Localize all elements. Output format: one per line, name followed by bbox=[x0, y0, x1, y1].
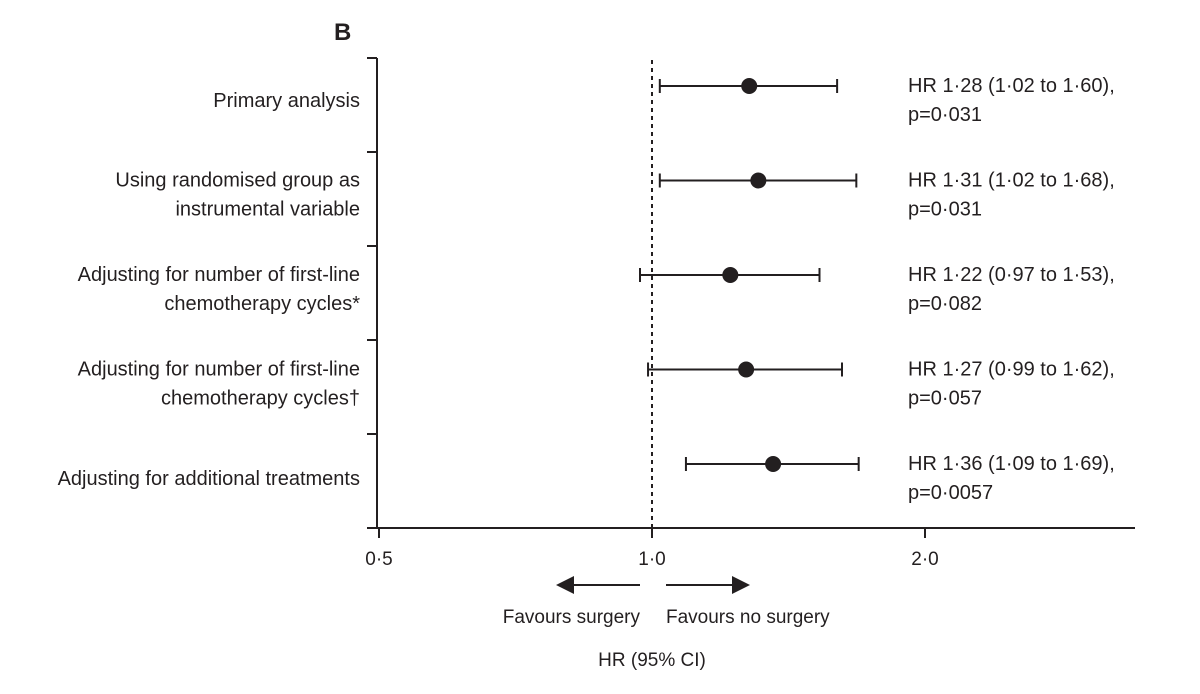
hr-point bbox=[750, 172, 767, 189]
result-label: p=0·082 bbox=[908, 293, 982, 315]
result-label: p=0·0057 bbox=[908, 482, 993, 504]
result-label: HR 1·27 (0·99 to 1·62), bbox=[908, 359, 1115, 381]
hr-point bbox=[741, 78, 758, 94]
favours-right-label: Favours no surgery bbox=[666, 607, 830, 628]
bottom-annotations: HR (95% CI) Favours surgery Favours no su… bbox=[503, 576, 830, 671]
row-label: instrumental variable bbox=[175, 199, 360, 221]
hr-point bbox=[765, 456, 782, 472]
right-arrow-icon bbox=[732, 576, 750, 594]
x-tick-label: 1·0 bbox=[638, 549, 665, 570]
row-label: Using randomised group as bbox=[115, 170, 360, 192]
row-label: Adjusting for number of first-line bbox=[78, 359, 360, 381]
plot-axes: 0·5 1·0 2·0 bbox=[365, 57, 1135, 570]
row-label: Adjusting for additional treatments bbox=[58, 468, 360, 490]
row-labels: Primary analysis Using randomised group a… bbox=[58, 90, 361, 490]
favours-left-label: Favours surgery bbox=[503, 607, 641, 628]
left-arrow-icon bbox=[556, 576, 574, 594]
plot-marks bbox=[639, 78, 860, 472]
x-axis-title: HR (95% CI) bbox=[598, 650, 706, 671]
result-label: HR 1·28 (1·02 to 1·60), bbox=[908, 75, 1115, 97]
result-label: p=0·057 bbox=[908, 388, 982, 410]
result-label: HR 1·31 (1·02 to 1·68), bbox=[908, 170, 1115, 192]
hr-point bbox=[738, 361, 755, 378]
row-label: Primary analysis bbox=[213, 90, 360, 112]
result-labels: HR 1·28 (1·02 to 1·60), p=0·031 HR 1·31 (1… bbox=[908, 75, 1115, 504]
row-label: chemotherapy cycles* bbox=[164, 293, 360, 315]
hr-point bbox=[722, 267, 739, 283]
row-label: Adjusting for number of first-line bbox=[78, 264, 360, 286]
row-label: chemotherapy cycles† bbox=[161, 388, 360, 410]
x-tick-label: 2·0 bbox=[911, 549, 938, 570]
result-label: HR 1·36 (1·09 to 1·69), bbox=[908, 453, 1115, 475]
result-label: p=0·031 bbox=[908, 104, 982, 126]
x-tick-label: 0·5 bbox=[365, 549, 392, 570]
result-label: p=0·031 bbox=[908, 199, 982, 221]
result-label: HR 1·22 (0·97 to 1·53), bbox=[908, 264, 1115, 286]
panel-label: B bbox=[334, 19, 351, 46]
